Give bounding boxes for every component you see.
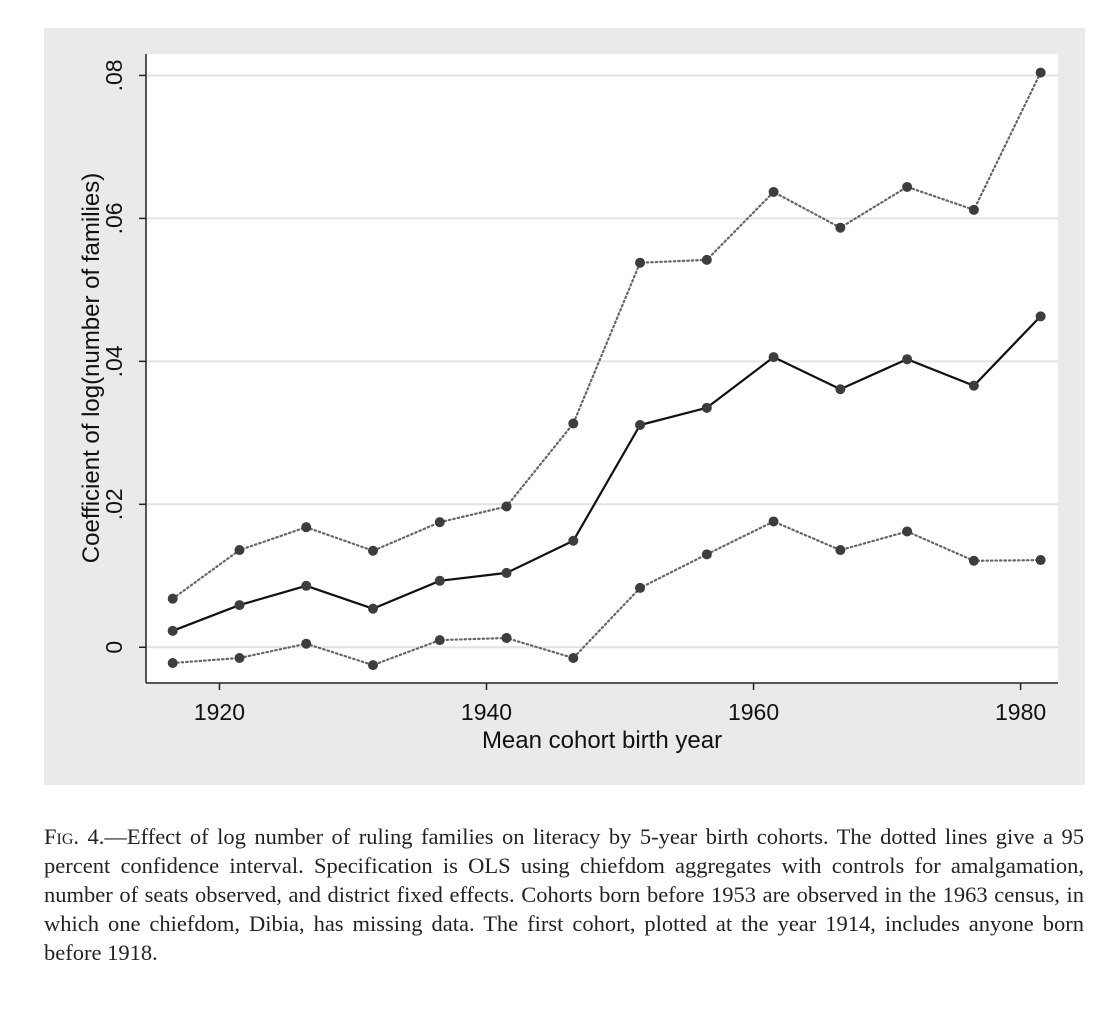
data-point (1035, 311, 1046, 322)
plot-area (146, 54, 1058, 683)
data-point (1035, 555, 1046, 566)
figure-caption: Fig. 4.—Effect of log number of ruling f… (44, 822, 1084, 967)
x-tick-label: 1980 (995, 699, 1046, 725)
data-point (902, 526, 913, 537)
data-point (902, 181, 913, 192)
y-tick-label: .04 (101, 345, 127, 377)
data-point (434, 575, 445, 586)
x-tick-label: 1920 (194, 699, 245, 725)
data-point (701, 549, 712, 560)
estimate-line (172, 315, 1042, 632)
ticks: 0 .02 .04 .06 .08 1920 1940 1960 1980 (101, 59, 1046, 725)
chart: 0 .02 .04 .06 .08 1920 1940 1960 1980 Mean cohor… (78, 54, 1058, 754)
y-tick-label: 0 (101, 641, 127, 654)
data-point (768, 352, 779, 363)
data-point (701, 402, 712, 413)
data-point (835, 222, 846, 233)
upper-ci-line (171, 71, 1042, 600)
x-tick-label: 1960 (728, 699, 779, 725)
data-point (367, 660, 378, 671)
data-point (835, 545, 846, 556)
data-point (167, 593, 178, 604)
data-point (568, 535, 579, 546)
data-point (501, 632, 512, 643)
data-point (167, 657, 178, 668)
y-tick-label: .06 (101, 202, 127, 234)
caption-text: —Effect of log number of ruling families… (44, 824, 1084, 965)
y-tick-label: .02 (101, 488, 127, 520)
data-point (234, 600, 245, 611)
data-point (968, 204, 979, 215)
x-tick-label: 1940 (461, 699, 512, 725)
series-layer (167, 67, 1046, 671)
data-point (768, 516, 779, 527)
data-point (434, 635, 445, 646)
data-point (768, 186, 779, 197)
data-point (167, 625, 178, 636)
figure-panel: 0 .02 .04 .06 .08 1920 1940 1960 1980 Mean cohor… (44, 28, 1085, 785)
data-point (301, 522, 312, 533)
data-point (501, 501, 512, 512)
lower-ci-line (171, 520, 1042, 667)
data-point (568, 652, 579, 663)
data-point (301, 580, 312, 591)
data-point (902, 354, 913, 365)
data-point (635, 257, 646, 268)
data-point (968, 555, 979, 566)
data-point (234, 545, 245, 556)
axes (145, 54, 1058, 684)
data-point (434, 517, 445, 528)
data-point (968, 380, 979, 391)
data-point (701, 254, 712, 265)
y-axis-title: Coefficient of log(number of families) (78, 173, 105, 563)
y-tick-label: .08 (101, 59, 127, 91)
data-point (234, 652, 245, 663)
data-point (367, 603, 378, 614)
data-point (1035, 67, 1046, 78)
data-point (835, 384, 846, 395)
data-point (635, 419, 646, 430)
x-axis-title: Mean cohort birth year (482, 727, 722, 754)
caption-label: Fig. 4. (44, 824, 105, 849)
data-point (501, 567, 512, 578)
data-point (635, 582, 646, 593)
data-point (301, 638, 312, 649)
data-point (568, 418, 579, 429)
gridlines (146, 74, 1058, 649)
data-point (367, 545, 378, 556)
